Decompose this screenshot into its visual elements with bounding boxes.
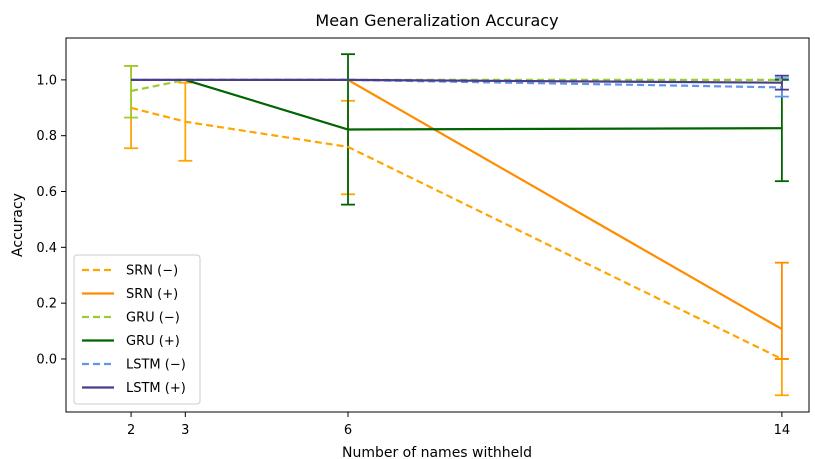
legend-label-gru-plus: GRU (+) — [126, 334, 180, 349]
legend-label-srn-minus: SRN (−) — [126, 264, 178, 279]
series-line-srn-minus — [130, 106, 783, 360]
y-tick-label: 1.0 — [36, 73, 57, 88]
series-line-gru-plus — [184, 78, 782, 131]
y-axis: 0.0 0.2 0.4 0.6 0.8 1.0 — [36, 73, 66, 367]
series-lines — [130, 78, 783, 360]
y-tick-label: 0.4 — [36, 241, 57, 256]
series-line-srn-plus — [347, 78, 783, 331]
y-tick-label: 0.2 — [36, 297, 57, 312]
error-bar-srn-minus — [774, 358, 789, 397]
y-tick-label: 0.0 — [36, 352, 57, 367]
legend-label-srn-plus: SRN (+) — [126, 287, 178, 302]
legend-label-lstm-plus: LSTM (+) — [126, 381, 186, 396]
legend-label-lstm-minus: LSTM (−) — [126, 358, 186, 373]
legend-box — [73, 254, 201, 405]
chart-title: Mean Generalization Accuracy — [315, 11, 558, 30]
plot-frame — [65, 37, 810, 413]
x-axis: 2 3 6 14 — [127, 412, 790, 438]
x-tick-label: 3 — [181, 423, 189, 438]
error-bar-srn-plus — [774, 261, 789, 360]
x-tick-label: 14 — [774, 423, 791, 438]
legend-label-gru-minus: GRU (−) — [126, 311, 180, 326]
error-bars — [124, 53, 789, 397]
y-axis-title: Accuracy — [10, 193, 26, 257]
legend: SRN (−) SRN (+) GRU (−) GRU (+) LSTM (−) LSTM… — [73, 254, 201, 405]
x-tick-label: 2 — [127, 423, 135, 438]
x-tick-label: 6 — [344, 423, 352, 438]
x-axis-title: Number of names withheld — [342, 445, 532, 459]
y-tick-label: 0.6 — [36, 185, 57, 200]
series-line-lstm-plus — [131, 78, 782, 84]
y-tick-label: 0.8 — [36, 129, 57, 144]
error-bar-gru-minus — [124, 65, 139, 119]
